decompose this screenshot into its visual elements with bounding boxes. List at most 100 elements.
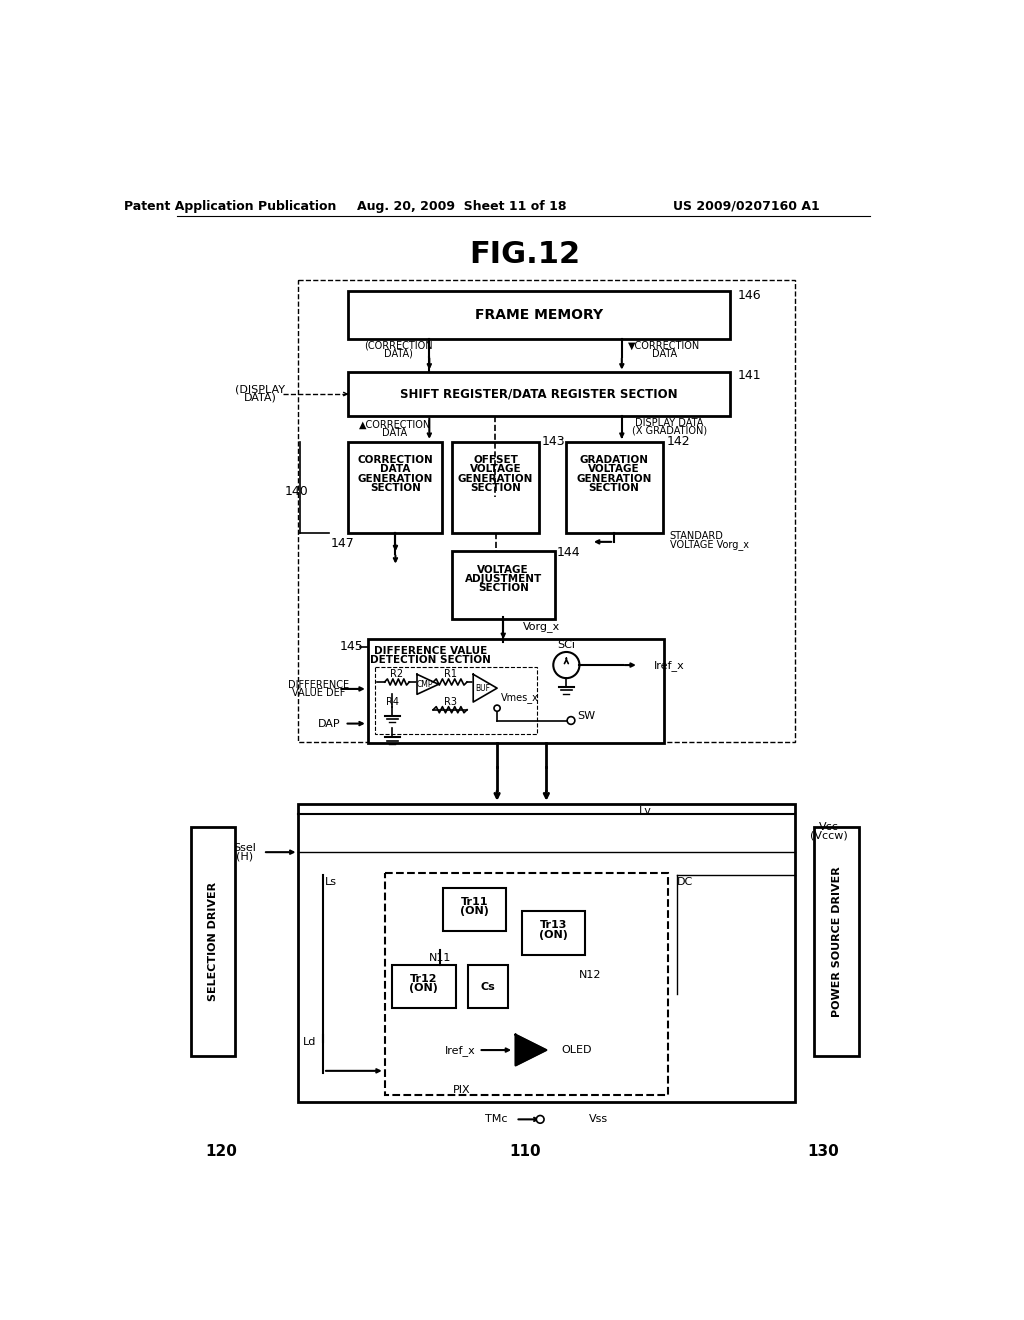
Text: DIFFERENCE: DIFFERENCE xyxy=(288,680,349,690)
Text: Cs: Cs xyxy=(480,982,496,991)
Text: SCi: SCi xyxy=(557,640,575,649)
Circle shape xyxy=(567,717,574,725)
Text: BUF: BUF xyxy=(476,684,490,693)
Text: DISPLAY DATA: DISPLAY DATA xyxy=(635,417,703,428)
Text: PIX: PIX xyxy=(453,1085,470,1096)
Text: (ON): (ON) xyxy=(461,907,489,916)
Bar xyxy=(453,442,540,532)
Text: N12: N12 xyxy=(579,970,601,979)
Text: GENERATION: GENERATION xyxy=(577,474,652,483)
Text: (H): (H) xyxy=(236,851,253,862)
Bar xyxy=(368,639,665,743)
Text: TMc: TMc xyxy=(485,1114,508,1125)
Text: SELECTION DRIVER: SELECTION DRIVER xyxy=(208,882,218,1001)
Text: SW: SW xyxy=(578,711,595,721)
Text: Iref_x: Iref_x xyxy=(444,1044,475,1056)
Text: Vcc: Vcc xyxy=(819,822,839,832)
Text: VOLTAGE: VOLTAGE xyxy=(477,565,529,574)
Text: 141: 141 xyxy=(737,370,761,381)
Text: Iref_x: Iref_x xyxy=(654,660,685,671)
Text: (ON): (ON) xyxy=(539,929,567,940)
Text: Tr13: Tr13 xyxy=(540,920,567,931)
Text: Tr11: Tr11 xyxy=(461,898,488,907)
Polygon shape xyxy=(473,675,497,702)
Bar xyxy=(521,911,585,954)
Text: DAP: DAP xyxy=(317,718,341,729)
Bar xyxy=(453,552,555,619)
Text: R3: R3 xyxy=(443,697,457,708)
Text: OFFSET: OFFSET xyxy=(473,455,518,465)
Text: R1: R1 xyxy=(443,669,457,680)
Text: DIFFERENCE VALUE: DIFFERENCE VALUE xyxy=(374,647,487,656)
Bar xyxy=(385,873,668,1094)
Text: 146: 146 xyxy=(737,289,761,302)
Bar xyxy=(298,280,795,742)
Text: STANDARD: STANDARD xyxy=(670,531,723,541)
Text: SHIFT REGISTER/DATA REGISTER SECTION: SHIFT REGISTER/DATA REGISTER SECTION xyxy=(399,388,678,400)
Text: SECTION: SECTION xyxy=(370,483,421,492)
Text: 144: 144 xyxy=(557,546,581,560)
Text: DATA: DATA xyxy=(380,465,411,474)
Text: 142: 142 xyxy=(667,436,690,449)
Text: CMP: CMP xyxy=(417,680,433,689)
Text: Vorg_x: Vorg_x xyxy=(523,622,560,632)
Text: (Vccw): (Vccw) xyxy=(810,832,848,841)
Text: ▲CORRECTION: ▲CORRECTION xyxy=(358,420,431,430)
Text: VOLTAGE: VOLTAGE xyxy=(589,465,640,474)
Text: ▼CORRECTION: ▼CORRECTION xyxy=(628,341,700,351)
Text: 145: 145 xyxy=(340,640,364,653)
Text: DATA): DATA) xyxy=(244,393,276,403)
Bar xyxy=(376,667,538,734)
Text: 147: 147 xyxy=(331,537,354,550)
Text: R4: R4 xyxy=(386,697,399,708)
Bar xyxy=(443,888,506,932)
Text: VOLTAGE Vorg_x: VOLTAGE Vorg_x xyxy=(670,539,749,549)
Bar xyxy=(392,965,456,1008)
Text: DETECTION SECTION: DETECTION SECTION xyxy=(371,656,492,665)
Text: (X GRADATION): (X GRADATION) xyxy=(632,426,708,436)
Bar xyxy=(190,826,236,1056)
Text: 130: 130 xyxy=(808,1144,840,1159)
Text: DATA): DATA) xyxy=(384,348,413,359)
Bar xyxy=(348,442,442,532)
Text: Lv: Lv xyxy=(639,807,651,816)
Text: 120: 120 xyxy=(206,1144,238,1159)
Text: Aug. 20, 2009  Sheet 11 of 18: Aug. 20, 2009 Sheet 11 of 18 xyxy=(357,199,566,213)
Text: Vss: Vss xyxy=(589,1114,608,1125)
Text: SECTION: SECTION xyxy=(589,483,640,492)
Text: SECTION: SECTION xyxy=(478,583,528,593)
Text: SECTION: SECTION xyxy=(470,483,521,492)
Text: CORRECTION: CORRECTION xyxy=(357,455,433,465)
Text: N11: N11 xyxy=(429,953,452,962)
Bar xyxy=(814,826,859,1056)
Text: Ssel: Ssel xyxy=(233,843,256,853)
Text: Tr12: Tr12 xyxy=(411,974,437,985)
Text: DC: DC xyxy=(677,878,693,887)
Text: DATA: DATA xyxy=(651,348,677,359)
Text: GRADATION: GRADATION xyxy=(580,455,648,465)
Text: (ON): (ON) xyxy=(410,983,438,994)
Circle shape xyxy=(494,705,500,711)
Text: (DISPLAY: (DISPLAY xyxy=(234,384,285,395)
Text: Patent Application Publication: Patent Application Publication xyxy=(125,199,337,213)
Bar xyxy=(468,965,508,1008)
Circle shape xyxy=(537,1115,544,1123)
Text: R2: R2 xyxy=(390,669,402,680)
Text: VALUE DEF: VALUE DEF xyxy=(292,688,345,698)
Bar xyxy=(298,804,795,1102)
Bar xyxy=(348,372,730,416)
Text: FRAME MEMORY: FRAME MEMORY xyxy=(474,308,603,322)
Text: FIG.12: FIG.12 xyxy=(469,240,581,269)
Bar xyxy=(566,442,663,532)
Text: (CORRECTION: (CORRECTION xyxy=(365,341,433,351)
Polygon shape xyxy=(417,675,438,694)
Text: 140: 140 xyxy=(285,484,308,498)
Polygon shape xyxy=(515,1035,547,1065)
Text: GENERATION: GENERATION xyxy=(357,474,433,483)
Text: Ld: Ld xyxy=(303,1038,316,1047)
Text: Ls: Ls xyxy=(326,878,337,887)
Text: 143: 143 xyxy=(542,436,565,449)
Text: US 2009/0207160 A1: US 2009/0207160 A1 xyxy=(673,199,820,213)
Text: DATA: DATA xyxy=(382,428,408,438)
Text: OLED: OLED xyxy=(562,1045,592,1055)
